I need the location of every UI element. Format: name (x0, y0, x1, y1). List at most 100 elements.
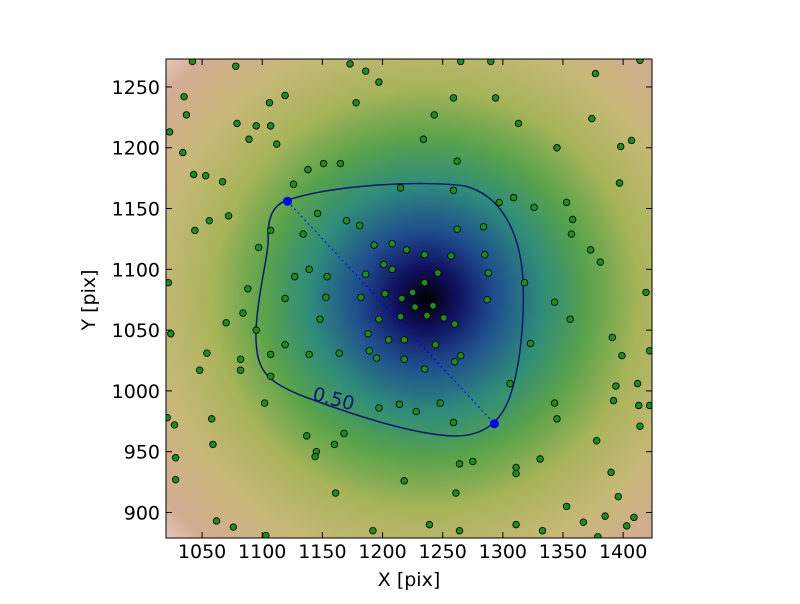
scatter-point (530, 203, 538, 212)
scatter-point (434, 269, 442, 277)
scatter-point (636, 422, 644, 430)
scatter-point (627, 136, 636, 145)
scatter-point (419, 135, 428, 143)
scatter-point (265, 99, 274, 107)
scatter-point (289, 180, 298, 188)
scatter-point (447, 252, 455, 260)
scatter-point (372, 354, 381, 362)
scatter-point (614, 492, 623, 501)
scatter-point (449, 418, 458, 427)
scatter-point (323, 272, 331, 281)
scatter-point (236, 366, 245, 374)
scatter-point (375, 315, 383, 323)
scatter-point (272, 140, 281, 148)
scatter-point (412, 407, 420, 416)
scatter-point (244, 285, 252, 293)
scatter-point (451, 358, 459, 366)
scatter-point (205, 216, 214, 225)
scatter-point (420, 278, 429, 287)
scatter-point (311, 452, 319, 461)
scatter-point (233, 119, 241, 128)
scatter-point (304, 165, 312, 174)
scatter-point (645, 347, 652, 355)
scatter-point (203, 349, 211, 357)
scatter-point (453, 157, 461, 165)
scatter-point (188, 59, 197, 66)
scatter-point (550, 399, 559, 407)
marker-line (287, 200, 495, 425)
scatter-point (538, 527, 547, 535)
scatter-point (630, 513, 638, 522)
y-tick-label: 1100 (112, 259, 160, 281)
scatter-point (179, 148, 187, 157)
scatter-point (369, 527, 377, 535)
scatter-point (636, 59, 644, 64)
scatter-point (601, 512, 609, 520)
scatter-point (491, 94, 500, 102)
scatter-point (617, 142, 625, 151)
scatter-point (239, 309, 247, 317)
scatter-point (396, 313, 405, 321)
scatter-point (365, 347, 374, 355)
scatter-point (245, 135, 253, 143)
scatter-point (568, 215, 577, 224)
scatter-point (612, 382, 620, 390)
scatter-point (402, 246, 411, 254)
scatter-point (316, 315, 324, 323)
scatter-point (229, 523, 238, 531)
scatter-point (400, 336, 408, 344)
scatter-point (322, 293, 330, 301)
x-tick-label: 1200 (358, 541, 406, 563)
x-tick-label: 1400 (599, 541, 647, 563)
scatter-point (266, 372, 275, 381)
scatter-point (579, 518, 588, 526)
scatter-point (381, 289, 389, 298)
scatter-point (487, 59, 495, 66)
scatter-point (260, 399, 269, 407)
scatter-point (336, 159, 345, 168)
scatter-point (512, 520, 520, 529)
scatter-point (201, 172, 210, 180)
scatter-point (469, 457, 477, 466)
y-tick-label: 1000 (112, 381, 160, 403)
scatter-point (319, 159, 328, 168)
scatter-point (331, 489, 340, 497)
scatter-point (232, 62, 240, 70)
scatter-point (520, 278, 529, 287)
scatter-point (335, 349, 343, 357)
scatter-point (408, 288, 417, 297)
scatter-point (642, 288, 650, 297)
scatter-point (586, 246, 595, 254)
scatter-point (623, 522, 631, 530)
scatter-point (483, 296, 491, 304)
scatter-point (166, 413, 171, 422)
scatter-point (398, 294, 406, 303)
scatter-point (396, 184, 405, 192)
scatter-point (615, 179, 624, 187)
scatter-point (457, 59, 465, 66)
scatter-point (400, 477, 408, 485)
scatter-point (384, 336, 393, 344)
scatter-point (355, 221, 364, 230)
scatter-point (212, 517, 221, 525)
scatter-point (266, 350, 275, 359)
scatter-point (281, 294, 289, 303)
scatter-point (512, 463, 520, 472)
scatter-point (567, 230, 576, 238)
marker-point (489, 419, 499, 429)
scatter-point (484, 269, 493, 277)
scatter-point (645, 401, 652, 410)
scatter-point (266, 226, 275, 235)
scatter-point (509, 193, 518, 202)
scatter-point (191, 226, 199, 235)
scatter-point (375, 404, 383, 412)
scatter-point (364, 330, 372, 338)
scatter-point (346, 60, 354, 68)
scatter-point (281, 340, 289, 349)
scatter-point (195, 366, 204, 374)
scatter-point (550, 298, 559, 306)
scatter-point (423, 311, 431, 320)
scatter-point (218, 178, 227, 186)
x-axis-label: X [pix] (378, 569, 440, 591)
